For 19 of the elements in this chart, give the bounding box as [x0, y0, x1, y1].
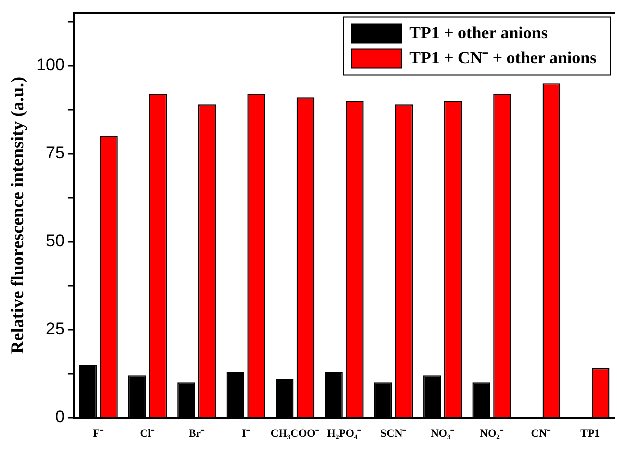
y-tick-label: 25 — [46, 320, 65, 339]
x-tick-label: Br⁻ — [188, 428, 206, 440]
y-tick-label: 100 — [36, 56, 65, 75]
x-tick-label: NO₂⁻ — [480, 428, 504, 440]
x-tick-label: TP1 — [580, 428, 600, 440]
x-tick-label: SCN⁻ — [380, 428, 407, 440]
y-tick-label: 50 — [46, 232, 65, 251]
x-tick-label: Cl⁻ — [140, 428, 156, 440]
y-tick-label: 75 — [46, 144, 65, 163]
y-tick-label: 0 — [55, 407, 65, 426]
legend-label: TP1 + other anions — [410, 24, 548, 43]
x-tick-label: I⁻ — [242, 428, 250, 440]
y-axis-title: Relative fluorescence intensity (a.u.) — [7, 76, 28, 354]
x-tick-label: CN⁻ — [531, 428, 552, 440]
x-tick-label: F⁻ — [93, 428, 104, 440]
legend-label: TP1 + CN⁻ + other anions — [410, 48, 598, 68]
x-tick-label: NO₃⁻ — [430, 428, 455, 440]
x-tick-label: H₂PO₄⁻ — [327, 428, 362, 440]
x-tick-label: CH₃COO⁻ — [270, 428, 320, 440]
